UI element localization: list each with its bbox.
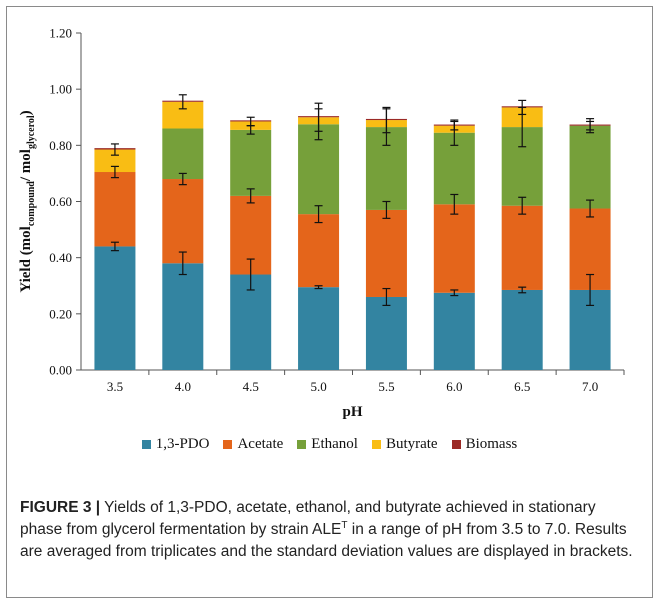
bar-segment-1-3-pdo (94, 246, 136, 370)
bar-segment-acetate (94, 172, 136, 247)
bar-segment-acetate (162, 179, 204, 264)
legend-swatch (451, 440, 461, 449)
y-axis-label-part: compound (26, 181, 37, 226)
legend-item: Ethanol (297, 436, 358, 453)
bar-segment-ethanol (162, 128, 204, 180)
bar-segment-ethanol (230, 129, 272, 196)
x-tick-label: 7.0 (582, 379, 598, 394)
bar-segment-acetate (298, 214, 340, 288)
legend-label: Ethanol (311, 436, 358, 452)
legend-swatch (371, 440, 381, 449)
y-tick-label: 0.40 (49, 250, 72, 265)
legend-item: 1,3-PDO (141, 436, 210, 453)
legend-swatch (223, 440, 233, 449)
bar-segment-acetate (365, 209, 407, 297)
figure-label: FIGURE 3 | (20, 499, 101, 516)
y-tick-label: 0.80 (49, 138, 72, 153)
y-axis-label-part: Yield (mol (18, 226, 34, 293)
x-axis-label: pH (342, 404, 362, 420)
legend-label: Acetate (237, 436, 284, 452)
y-tick-label: 1.00 (49, 82, 72, 97)
bar-segment-1-3-pdo (298, 287, 340, 370)
y-tick-label: 0.00 (49, 363, 72, 378)
chart-bars (94, 100, 611, 370)
bar-segment-1-3-pdo (501, 289, 543, 370)
x-tick-label: 5.0 (310, 379, 326, 394)
chart-error-bars (110, 94, 595, 307)
stacked-bar-chart: 0.00 0.20 0.40 0.60 0.80 1.00 1.20 3.5 4.0 4.5 5.0… (18, 26, 625, 421)
legend-swatch (297, 440, 307, 449)
caption-text-2: in a range of pH from 3.5 to 7.0. Result… (20, 521, 633, 560)
y-tick-label: 0.20 (49, 306, 72, 321)
y-axis-label-part: / mol (18, 149, 34, 182)
bar-segment-1-3-pdo (433, 292, 475, 370)
x-tick-label: 6.5 (514, 379, 530, 394)
y-axis-label: Yield (molcompound/ molglycerol) (18, 110, 37, 292)
figure-caption: FIGURE 3 | Yields of 1,3-PDO, acetate, e… (20, 497, 640, 563)
legend-label: Butyrate (385, 436, 438, 452)
y-tick-label: 0.60 (49, 194, 72, 209)
bar-segment-1-3-pdo (365, 296, 407, 370)
bar-segment-acetate (433, 204, 475, 293)
y-tick-label: 1.20 (49, 26, 72, 41)
bar-segment-1-3-pdo (162, 263, 204, 370)
legend-swatch (141, 440, 151, 449)
caption-text-1: Yields of 1,3-PDO, acetate, ethanol, and… (20, 499, 596, 538)
x-tick-label: 3.5 (107, 379, 123, 394)
x-tick-label: 4.0 (175, 379, 191, 394)
chart-labels: 0.00 0.20 0.40 0.60 0.80 1.00 1.20 3.5 4.0 4.5 5.0… (18, 26, 598, 421)
x-tick-label: 6.0 (446, 379, 462, 394)
caption-superscript: T (341, 519, 348, 531)
legend-item: Acetate (223, 436, 283, 453)
bar-segment-ethanol (569, 125, 611, 209)
y-axis-label-part: ) (18, 110, 34, 115)
bar-segment-butyrate (94, 149, 136, 173)
chart-legend: 1,3-PDO Acetate Ethanol Butyrate Biomass (0, 436, 659, 453)
legend-label: 1,3-PDO (155, 436, 210, 452)
legend-item: Butyrate (371, 436, 438, 453)
x-tick-label: 4.5 (243, 379, 259, 394)
x-tick-label: 5.5 (378, 379, 394, 394)
legend-label: Biomass (465, 436, 518, 452)
y-axis-label-part: glycerol (26, 115, 37, 149)
bar-segment-acetate (501, 205, 543, 290)
legend-item: Biomass (451, 436, 518, 453)
